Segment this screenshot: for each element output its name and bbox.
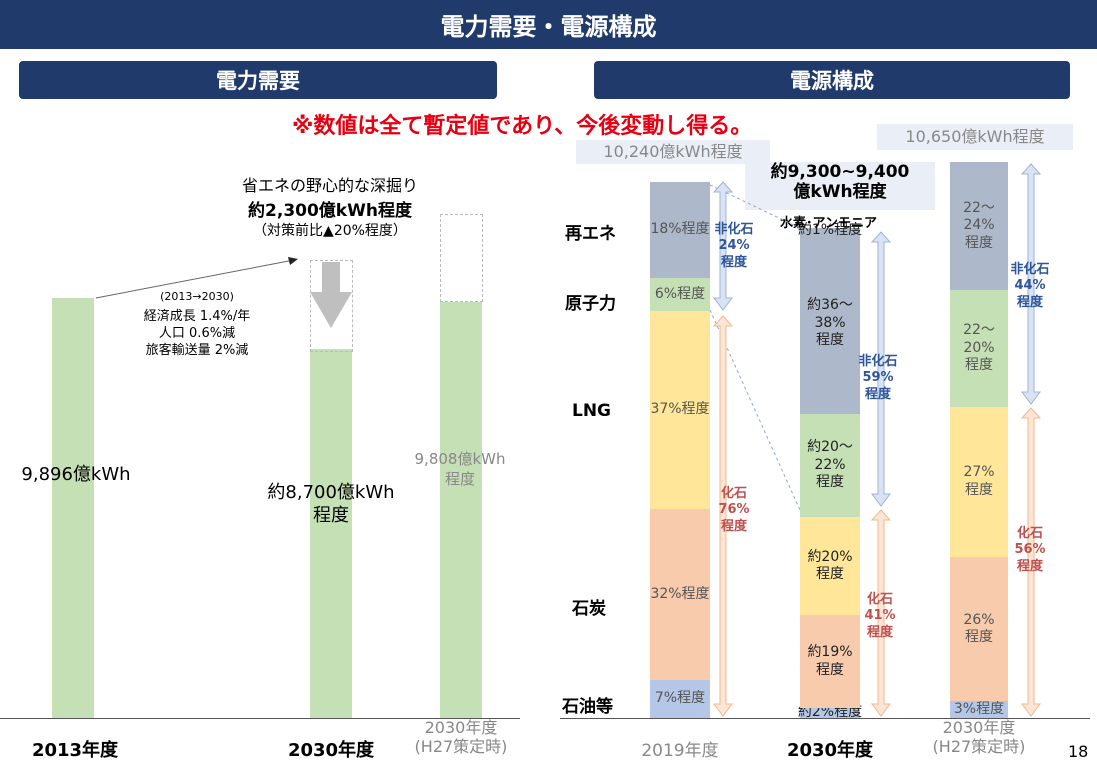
supply-x-h27: 2030年度 (H27策定時) xyxy=(932,718,1026,757)
segment-0-2: 37%程度 xyxy=(650,310,710,509)
segment-1-0: 約2%程度 xyxy=(797,704,863,721)
page-title: 電力需要・電源構成 xyxy=(0,0,1097,49)
fossil-h27: 化石 56% 程度 xyxy=(1014,526,1046,574)
supply-x-2019: 2019年度 xyxy=(641,741,719,761)
total-h27: 10,650億kWh程度 xyxy=(877,124,1073,150)
demand-bar-2030-h27 xyxy=(440,301,482,718)
growth-econ: 経済成長 1.4%/年 xyxy=(143,309,251,324)
demand-bar-2013 xyxy=(52,298,94,718)
savings-text-1: 省エネの野心的な深掘り xyxy=(241,176,418,195)
total-2030: 約9,300~9,400 億kWh程度 xyxy=(745,162,935,210)
series-label-nuclear: 原子力 xyxy=(565,294,616,314)
segment-2-3: 22～20% 程度 xyxy=(950,289,1008,407)
stacked-bar-h27: 3%程度 26% 程度 27% 程度 22～20% 程度 22～24% 程度 xyxy=(950,162,1008,718)
demand-x-h27: 2030年度 (H27策定時) xyxy=(414,718,508,757)
segment-0-4: 18%程度 xyxy=(650,182,710,279)
segment-1-2: 約20% 程度 xyxy=(800,517,860,616)
demand-header: 電力需要 xyxy=(19,61,497,99)
supply-x-2030: 2030年度 xyxy=(786,740,874,761)
demand-ghost-h27 xyxy=(440,214,483,302)
reduction-arrow-icon xyxy=(310,262,352,328)
total-2019: 10,240億kWh程度 xyxy=(576,140,770,164)
page-number: 18 xyxy=(1068,742,1089,761)
demand-x-2013: 2013年度 xyxy=(31,740,119,761)
demand-label-h27: 9,808億kWh 程度 xyxy=(414,450,506,488)
nonfossil-2030: 非化石 59% 程度 xyxy=(858,354,898,402)
demand-x-2030: 2030年度 xyxy=(287,740,375,761)
supply-header: 電源構成 xyxy=(594,61,1070,99)
savings-text-2: 約2,300億kWh程度 xyxy=(248,201,412,221)
stacked-bar-2019: 7%程度 32%程度 37%程度 6%程度 18%程度 xyxy=(650,182,710,718)
series-label-coal: 石炭 xyxy=(572,599,606,619)
segment-0-0: 7%程度 xyxy=(650,680,710,718)
demand-ghost-2030 xyxy=(310,260,353,352)
nonfossil-2019: 非化石 24% 程度 xyxy=(714,222,754,270)
segment-2-0: 3%程度 xyxy=(950,701,1008,718)
demand-label-2030: 約8,700億kWh 程度 xyxy=(267,482,395,526)
bracket-arrows-2030 xyxy=(870,231,892,717)
series-label-renewables: 再エネ xyxy=(565,224,616,244)
segment-1-3: 約20～22% 程度 xyxy=(800,414,860,518)
segment-0-3: 6%程度 xyxy=(650,278,710,311)
segment-1-4: 約36～38% 程度 xyxy=(800,232,860,415)
segment-2-1: 26% 程度 xyxy=(950,556,1008,702)
segment-2-2: 27% 程度 xyxy=(950,406,1008,557)
hydrogen-label: 水素･アンモニア xyxy=(780,216,877,231)
demand-baseline xyxy=(0,718,520,719)
series-label-oil: 石油等 xyxy=(562,697,613,717)
provisional-notice: ※数値は全て暫定値であり、今後変動し得る。 xyxy=(292,114,753,139)
trend-arrow-icon xyxy=(95,257,298,299)
growth-pax: 旅客輸送量 2%減 xyxy=(145,343,249,358)
fossil-2019: 化石 76% 程度 xyxy=(718,486,750,534)
segment-1-1: 約19% 程度 xyxy=(800,615,860,709)
supply-baseline xyxy=(560,718,1090,719)
segment-2-4: 22～24% 程度 xyxy=(950,162,1008,290)
growth-period: (2013→2030) xyxy=(160,290,234,303)
savings-text-3: （対策前比▲20%程度） xyxy=(253,223,407,239)
bracket-arrows-h27 xyxy=(1020,163,1042,717)
nonfossil-h27: 非化石 44% 程度 xyxy=(1010,262,1050,310)
bracket-arrows-2019 xyxy=(712,181,734,717)
segment-0-1: 32%程度 xyxy=(650,508,710,681)
fossil-2030: 化石 41% 程度 xyxy=(864,592,896,640)
series-label-lng: LNG xyxy=(572,401,612,421)
demand-bar-2030 xyxy=(310,348,352,718)
stacked-bar-2030: 約2%程度 約19% 程度 約20% 程度 約20～22% 程度 約36～38% 程度約… xyxy=(797,222,863,721)
growth-pop: 人口 0.6%減 xyxy=(158,326,236,341)
demand-label-2013: 9,896億kWh xyxy=(21,464,131,485)
